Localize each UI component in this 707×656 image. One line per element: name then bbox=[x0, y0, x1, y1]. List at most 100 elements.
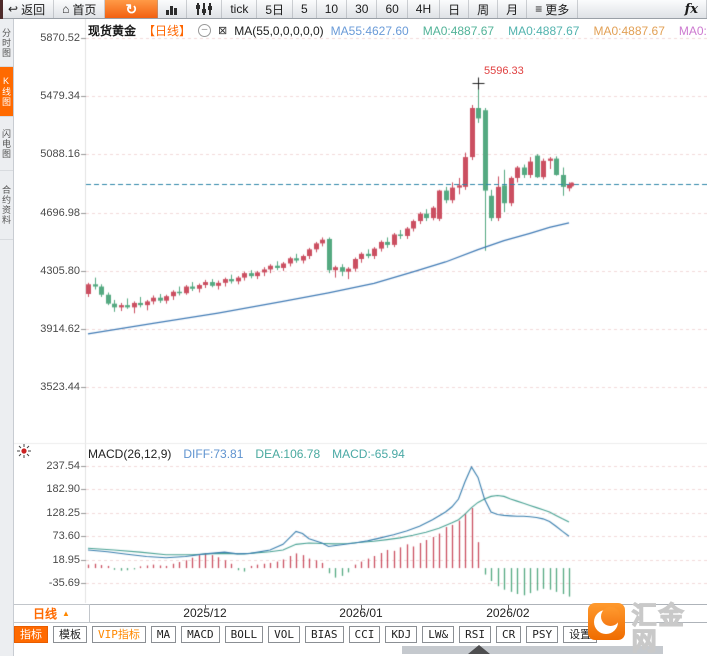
home-icon: ⌂ bbox=[62, 2, 70, 16]
toolbar-more-button[interactable]: ≡ 更多 bbox=[527, 0, 579, 18]
tab-指标[interactable]: 指标 bbox=[14, 626, 48, 643]
toolbar-chart-type-button[interactable] bbox=[158, 0, 188, 18]
back-icon: ↩ bbox=[8, 2, 19, 16]
toolbar-period-month-label: 月 bbox=[506, 2, 519, 17]
sidebar-item-1[interactable]: 分时图 bbox=[0, 19, 13, 67]
toolbar-fx-button[interactable]: fx bbox=[677, 0, 707, 18]
macd-formula: MACD(26,12,9) bbox=[88, 447, 172, 461]
price-axis-label: 5870.52 bbox=[40, 32, 80, 44]
macd-axis-label: 128.25 bbox=[46, 506, 80, 519]
horizontal-scrollbar-thumb[interactable] bbox=[402, 646, 663, 654]
time-axis-row bbox=[13, 604, 707, 623]
sidebar-item-2[interactable]: K线图 bbox=[0, 67, 13, 117]
toolbar-period-month-button[interactable]: 月 bbox=[498, 0, 528, 18]
price-axis-label: 3914.62 bbox=[40, 323, 80, 335]
period-selector[interactable]: 日线 ▲ bbox=[13, 604, 90, 623]
toolbar-home-button[interactable]: ⌂ 首页 bbox=[54, 0, 106, 18]
toolbar-period-5m-label: 5 bbox=[301, 2, 308, 16]
period-label: 【日线】 bbox=[143, 24, 192, 38]
chart-type-sidebar: 分时图 K线图 闪电图 合约资料 bbox=[0, 19, 14, 656]
macd-header: MACD(26,12,9) DIFF:73.81 DEA:106.78 MACD… bbox=[88, 447, 405, 461]
price-axis-label: 4305.80 bbox=[40, 264, 80, 277]
panel-expand-arrow[interactable] bbox=[468, 645, 490, 654]
tab-VIP指标[interactable]: VIP指标 bbox=[92, 626, 146, 643]
period-selector-label: 日线 bbox=[33, 607, 58, 621]
toolbar-period-30m-button[interactable]: 30 bbox=[347, 0, 378, 18]
time-axis-label: 2025/12 bbox=[183, 606, 227, 620]
macd-axis-label: 182.90 bbox=[46, 483, 80, 496]
tab-模板[interactable]: 模板 bbox=[53, 626, 87, 643]
site-logo: 汇金网 www.gold678.com bbox=[588, 602, 707, 656]
toolbar-more-label: 更多 bbox=[545, 2, 570, 17]
symbol-name: 现货黄金 bbox=[88, 24, 137, 38]
time-axis-tick bbox=[361, 605, 362, 609]
ma-indicator-icon: ⊠ bbox=[218, 25, 228, 37]
toolbar-period-5d-label: 5日 bbox=[265, 2, 285, 17]
price-axis-label: 4696.98 bbox=[40, 206, 80, 219]
time-axis-label: 2026/02 bbox=[486, 606, 530, 620]
tab-CR[interactable]: CR bbox=[496, 626, 522, 643]
time-axis-label: 2026/01 bbox=[339, 606, 383, 620]
toolbar-period-day-label: 日 bbox=[448, 2, 461, 17]
ma-value: MA0:4887.67 bbox=[422, 23, 495, 38]
tab-MA[interactable]: MA bbox=[150, 626, 177, 643]
toolbar-fx-label: fx bbox=[684, 1, 698, 17]
tab-RSI[interactable]: RSI bbox=[459, 626, 491, 643]
tab-PSY[interactable]: PSY bbox=[526, 626, 559, 643]
tab-BOLL[interactable]: BOLL bbox=[224, 626, 264, 643]
toolbar-period-4h-button[interactable]: 4H bbox=[408, 0, 441, 18]
corner-sliver bbox=[0, 0, 3, 19]
toolbar-home-label: 首页 bbox=[72, 2, 97, 17]
ma-value: MA0:4887.67 bbox=[593, 23, 665, 38]
menu-icon: ≡ bbox=[535, 2, 543, 16]
sidebar-item-3[interactable]: 闪电图 bbox=[0, 117, 13, 171]
toolbar-period-60m-label: 60 bbox=[385, 2, 399, 16]
tab-BIAS[interactable]: BIAS bbox=[305, 626, 344, 643]
refresh-icon: ↻ bbox=[125, 0, 138, 17]
period-up-arrow-icon: ▲ bbox=[62, 609, 70, 618]
toolbar-refresh-button[interactable]: ↻ bbox=[105, 0, 159, 18]
tab-KDJ[interactable]: KDJ bbox=[385, 626, 418, 643]
price-axis-label: 3523.44 bbox=[40, 381, 80, 394]
ma-formula: MA(55,0,0,0,0,0) bbox=[234, 23, 324, 38]
main-chart-header: 现货黄金 【日线】 – ⊠ MA(55,0,0,0,0,0) MA55:4627… bbox=[88, 22, 707, 39]
ma-values: MA55:4627.60 MA0:4887.67 MA0:4887.67 MA0:48… bbox=[331, 24, 707, 38]
dea-value: DEA:106.78 bbox=[255, 447, 321, 461]
toolbar-period-30m-label: 30 bbox=[355, 2, 369, 16]
toolbar-period-week-label: 周 bbox=[477, 2, 490, 17]
toolbar-period-10m-button[interactable]: 10 bbox=[317, 0, 348, 18]
ma-value: MA0:4887 bbox=[678, 23, 707, 38]
tab-VOL[interactable]: VOL bbox=[268, 626, 300, 643]
collapse-icon[interactable]: – bbox=[198, 24, 212, 37]
toolbar-indicator-settings-button[interactable] bbox=[187, 0, 223, 18]
bar-chart-icon bbox=[166, 4, 178, 15]
toolbar-back-label: 返回 bbox=[21, 2, 46, 17]
sidebar-item-4[interactable]: 合约资料 bbox=[0, 171, 13, 240]
ma-value: MA55:4627.60 bbox=[330, 23, 409, 38]
toolbar-period-10m-label: 10 bbox=[324, 2, 339, 16]
time-axis-tick bbox=[507, 605, 509, 609]
toolbar-period-5d-button[interactable]: 5日 bbox=[257, 0, 294, 18]
toolbar-tick-button[interactable]: tick bbox=[222, 0, 258, 18]
toolbar-period-5m-button[interactable]: 5 bbox=[293, 0, 317, 18]
site-logo-text: 汇金网 bbox=[631, 602, 686, 656]
site-logo-icon bbox=[588, 603, 625, 640]
ma-value: MA0:4887.67 bbox=[508, 23, 580, 38]
tab-LW&[interactable]: LW& bbox=[422, 626, 455, 643]
peak-price-label: 5596.33 bbox=[484, 64, 524, 77]
sliders-icon bbox=[195, 3, 213, 15]
top-toolbar: ↩ 返回 ⌂ 首页 ↻ tick 5日 5 10 30 60 4H 日周月 ≡ 更多 fx bbox=[0, 0, 707, 19]
diff-value: DIFF:73.81 bbox=[183, 447, 244, 461]
toolbar-period-week-button[interactable]: 周 bbox=[469, 0, 499, 18]
toolbar-items: ↩ 返回 ⌂ 首页 ↻ tick 5日 5 10 30 60 4H 日周月 ≡ 更多 fx bbox=[0, 0, 707, 18]
macd-settings-icon[interactable] bbox=[17, 444, 31, 458]
toolbar-period-60m-button[interactable]: 60 bbox=[377, 0, 408, 18]
toolbar-back-button[interactable]: ↩ 返回 bbox=[0, 0, 55, 18]
tab-MACD[interactable]: MACD bbox=[181, 626, 220, 643]
toolbar-period-day-button[interactable]: 日 bbox=[440, 0, 470, 18]
tab-CCI[interactable]: CCI bbox=[348, 626, 381, 643]
price-axis-label: 5479.34 bbox=[40, 90, 80, 103]
macd-axis-label: 237.54 bbox=[46, 459, 80, 472]
